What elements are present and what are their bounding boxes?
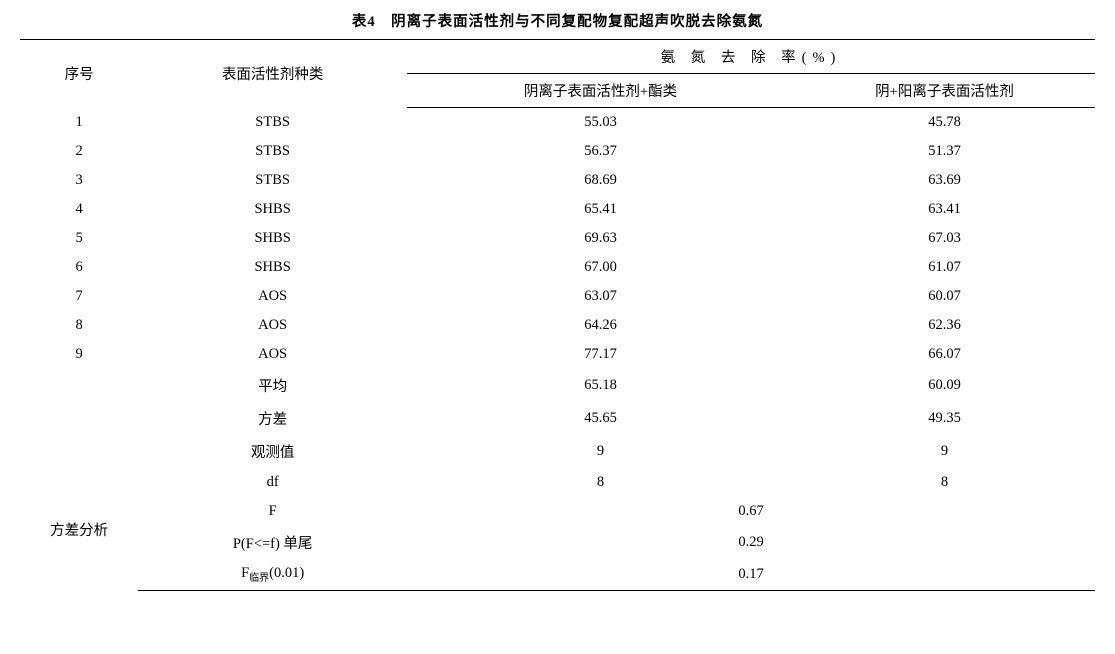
cell-no: 3 [20,166,138,195]
cell-v1: 67.00 [407,253,794,282]
cell-v1: 55.03 [407,108,794,138]
col-header-sub1: 阴离子表面活性剂+酯类 [407,74,794,108]
cell-v2: 49.35 [794,402,1095,435]
header-row-1: 序号 表面活性剂种类 氨 氮 去 除 率(%) [20,40,1095,74]
cell-merged: 0.67 [407,497,1095,526]
cell-v2: 60.07 [794,282,1095,311]
col-header-span: 氨 氮 去 除 率(%) [407,40,1095,74]
cell-v2: 9 [794,435,1095,468]
cell-type: SHBS [138,253,407,282]
col-header-type: 表面活性剂种类 [138,40,407,108]
cell-v1: 56.37 [407,137,794,166]
table-caption: 表4 阴离子表面活性剂与不同复配物复配超声吹脱去除氨氮 [20,10,1095,31]
table-row: 方差45.6549.35 [20,402,1095,435]
cell-v1: 9 [407,435,794,468]
cell-type: F [138,497,407,526]
cell-no: 8 [20,311,138,340]
cell-v1: 63.07 [407,282,794,311]
cell-type: df [138,468,407,497]
cell-v1: 65.18 [407,369,794,402]
cell-v2: 61.07 [794,253,1095,282]
cell-type: 平均 [138,369,407,402]
table-row: 方差分析df88 [20,468,1095,497]
table-row: 平均65.1860.09 [20,369,1095,402]
cell-v1: 65.41 [407,195,794,224]
cell-v1: 45.65 [407,402,794,435]
cell-merged: 0.17 [407,559,1095,590]
table-row: 观测值99 [20,435,1095,468]
cell-no: 5 [20,224,138,253]
cell-type: AOS [138,340,407,369]
cell-type: SHBS [138,195,407,224]
cell-type: SHBS [138,224,407,253]
data-table: 序号 表面活性剂种类 氨 氮 去 除 率(%) 阴离子表面活性剂+酯类 阴+阳离… [20,39,1095,591]
cell-type: STBS [138,108,407,138]
cell-type: 方差 [138,402,407,435]
cell-merged: 0.29 [407,526,1095,559]
cell-type: STBS [138,166,407,195]
cell-v2: 67.03 [794,224,1095,253]
cell-v1: 8 [407,468,794,497]
col-header-sub2: 阴+阳离子表面活性剂 [794,74,1095,108]
cell-type: P(F<=f) 单尾 [138,526,407,559]
table-row: 2STBS56.3751.37 [20,137,1095,166]
table-row: 4SHBS65.4163.41 [20,195,1095,224]
cell-no: 7 [20,282,138,311]
table-row: 7AOS63.0760.07 [20,282,1095,311]
cell-no [20,435,138,468]
table-row: 5SHBS69.6367.03 [20,224,1095,253]
cell-no: 4 [20,195,138,224]
cell-type: AOS [138,282,407,311]
cell-no: 6 [20,253,138,282]
cell-no [20,402,138,435]
cell-v1: 68.69 [407,166,794,195]
col-header-no: 序号 [20,40,138,108]
cell-no: 9 [20,340,138,369]
cell-type: STBS [138,137,407,166]
table-row: 6SHBS67.0061.07 [20,253,1095,282]
cell-no [20,369,138,402]
cell-v2: 60.09 [794,369,1095,402]
cell-type: AOS [138,311,407,340]
analysis-label: 方差分析 [20,468,138,590]
cell-type: 观测值 [138,435,407,468]
cell-no: 1 [20,108,138,138]
cell-v2: 45.78 [794,108,1095,138]
cell-v1: 77.17 [407,340,794,369]
table-row: F0.67 [20,497,1095,526]
table-row: 3STBS68.6963.69 [20,166,1095,195]
cell-no: 2 [20,137,138,166]
cell-v1: 69.63 [407,224,794,253]
cell-v2: 8 [794,468,1095,497]
cell-v2: 63.41 [794,195,1095,224]
cell-v2: 63.69 [794,166,1095,195]
table-row: 9AOS77.1766.07 [20,340,1095,369]
table-row: F临界(0.01)0.17 [20,559,1095,590]
table-row: P(F<=f) 单尾0.29 [20,526,1095,559]
cell-v2: 51.37 [794,137,1095,166]
table-row: 1STBS55.0345.78 [20,108,1095,138]
cell-v1: 64.26 [407,311,794,340]
cell-v2: 66.07 [794,340,1095,369]
cell-v2: 62.36 [794,311,1095,340]
table-row: 8AOS64.2662.36 [20,311,1095,340]
cell-type: F临界(0.01) [138,559,407,590]
